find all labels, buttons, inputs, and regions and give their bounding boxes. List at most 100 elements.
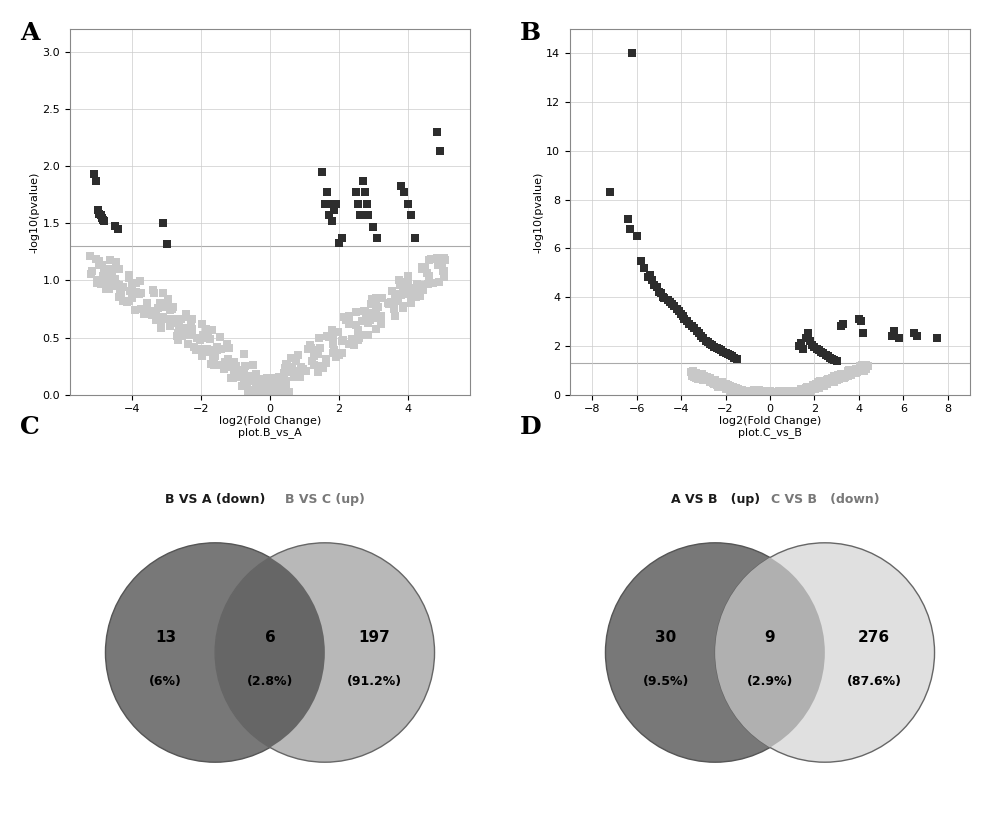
Point [159,237,175,250]
Point [744,387,760,401]
Point [692,367,708,381]
Point [714,376,730,389]
Point [799,380,815,393]
Point [278,386,294,399]
Point [718,382,734,396]
Point [383,296,399,309]
Point [350,197,366,210]
Point [762,384,778,397]
Point [91,254,107,268]
Point [363,307,379,320]
Text: (9.5%): (9.5%) [643,676,689,688]
Point [684,369,700,382]
Point [826,370,842,383]
Point [288,367,304,381]
Point [167,314,183,327]
Point [829,354,845,367]
Point [95,273,111,286]
Point [816,376,832,389]
Point [766,386,782,399]
Point [430,258,446,272]
Point [704,373,720,386]
Point [245,387,261,401]
Point [437,253,453,266]
Point [88,175,104,188]
Point [855,363,871,376]
Point [815,375,831,388]
Point [675,310,691,323]
Point [807,382,823,396]
Point [264,371,280,385]
Point [702,375,718,388]
Point [642,268,658,282]
Point [694,372,710,386]
Point [271,371,287,384]
Point [417,261,433,274]
Point [115,295,131,308]
Point [277,361,293,375]
Point [784,386,800,400]
Point [824,371,840,385]
Text: 276: 276 [858,631,890,646]
Point [909,329,925,342]
Point [746,388,762,401]
Circle shape [105,543,325,762]
Point [725,381,741,395]
Point [727,383,743,396]
Point [368,322,384,336]
Point [730,382,746,396]
Point [748,388,764,401]
Point [273,381,289,394]
Point [214,358,230,371]
Point [803,381,819,395]
Point [321,209,337,222]
Point [436,265,452,278]
Point [705,376,721,389]
Point [820,372,836,386]
Point [789,388,805,401]
Point [221,360,237,373]
Point [738,388,754,401]
Point [145,283,161,297]
Point [779,387,795,401]
Point [174,330,190,343]
Circle shape [605,543,825,762]
Point [744,386,760,399]
Point [221,341,237,354]
Point [854,359,870,372]
X-axis label: log2(Fold Change)
plot.C_vs_B: log2(Fold Change) plot.C_vs_B [719,416,821,438]
Point [119,296,135,309]
Point [766,386,782,400]
Point [686,322,702,335]
Point [764,386,780,400]
Text: 197: 197 [358,631,390,646]
Point [860,360,876,373]
Point [814,378,830,391]
Point [267,374,283,387]
Point [720,347,736,361]
Point [649,280,665,293]
Point [380,296,396,309]
Point [245,386,261,400]
Point [241,370,257,383]
Point [743,387,759,401]
Point [306,343,322,356]
Point [283,352,299,365]
Point [851,362,867,376]
Point [795,383,811,396]
Point [155,310,171,323]
Point [824,374,840,387]
Point [429,251,445,264]
Point [800,327,816,340]
Point [778,386,794,400]
Point [270,377,286,391]
Point [121,272,137,285]
Point [840,369,856,382]
Text: A: A [20,21,40,45]
Point [107,273,123,286]
Point [771,386,787,400]
Point [155,217,171,230]
Point [801,381,817,394]
Point [858,362,874,376]
Text: B: B [520,21,541,45]
